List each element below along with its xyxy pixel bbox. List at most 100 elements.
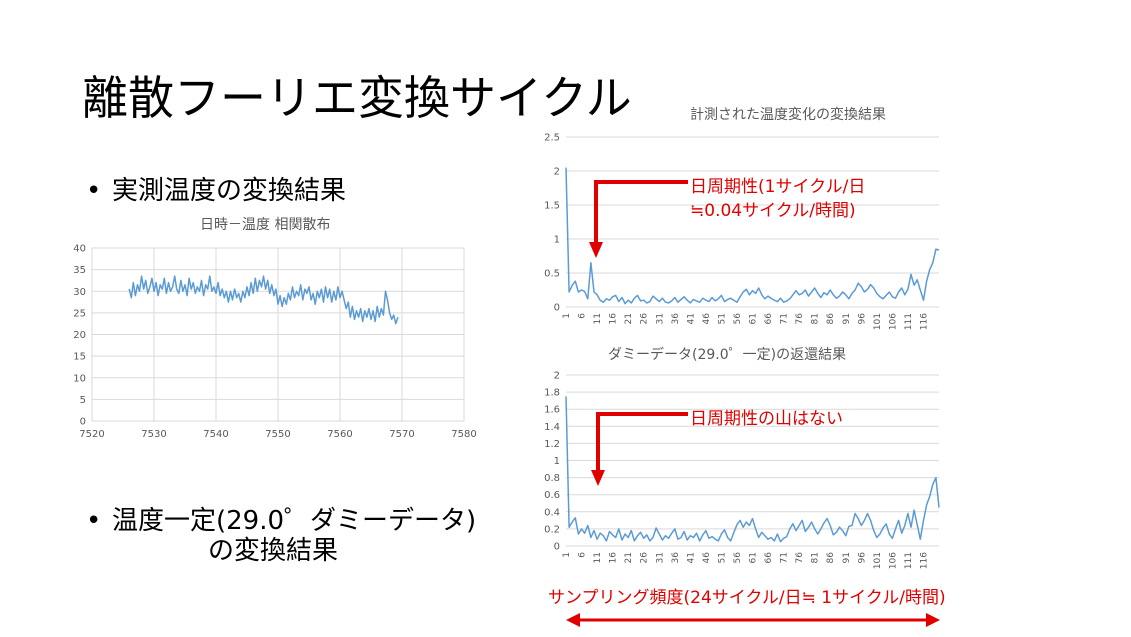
- x-tick-label: 96: [857, 313, 867, 325]
- series-line: [565, 396, 940, 543]
- top-annotation-arrow-head: [589, 242, 603, 258]
- y-tick-label: 0: [554, 303, 560, 314]
- bullet-text-2-line2: の変換結果: [208, 536, 339, 566]
- x-tick-label: 106: [888, 313, 898, 330]
- x-tick-label: 6: [578, 313, 588, 319]
- x-tick-label: 1: [562, 313, 572, 319]
- x-tick-label: 116: [919, 552, 929, 569]
- x-tick-label: 11: [593, 313, 603, 324]
- x-tick-label: 91: [842, 313, 852, 324]
- x-tick-label: 66: [764, 552, 774, 564]
- x-tick-label: 61: [749, 313, 759, 324]
- y-tick-label: 1: [554, 456, 560, 467]
- y-tick-label: 0.2: [544, 524, 560, 535]
- x-tick-label: 96: [857, 552, 867, 564]
- top-annotation-label-line2: ≒0.04サイクル/時間): [690, 201, 856, 221]
- x-tick-label: 66: [764, 313, 774, 325]
- bullet-dot-2: •: [86, 506, 102, 536]
- x-tick-label: 1: [562, 552, 572, 558]
- measured-dft-chart: 00.511.522.51 6 11 16 21 26 31 36 41 46 51 56 61 66 71…: [544, 133, 940, 330]
- x-tick-label: 76: [795, 552, 805, 564]
- x-tick-label: 81: [811, 313, 821, 324]
- measured-dft-chart-title: 計測された温度変化の変換結果: [690, 107, 886, 123]
- y-tick-label: 0.4: [544, 507, 560, 518]
- x-tick-label: 71: [780, 552, 790, 563]
- y-tick-label: 40: [73, 244, 86, 255]
- x-tick-label: 111: [904, 552, 914, 569]
- y-tick-label: 35: [73, 265, 86, 276]
- x-tick-label: 31: [655, 313, 665, 324]
- x-tick-label: 36: [671, 552, 681, 564]
- x-tick-label: 46: [702, 552, 712, 564]
- x-tick-label: 61: [749, 552, 759, 563]
- x-tick-label: 71: [780, 313, 790, 324]
- x-tick-label: 7520: [79, 429, 104, 440]
- x-tick-label: 7530: [141, 429, 166, 440]
- x-tick-label: 16: [609, 313, 619, 325]
- x-tick-label: 116: [919, 313, 929, 330]
- top-annotation-arrow-line: [594, 180, 688, 242]
- y-tick-label: 1.4: [544, 422, 560, 433]
- y-tick-label: 0.5: [544, 269, 560, 280]
- y-tick-label: 2: [554, 167, 560, 178]
- y-tick-label: 2: [554, 371, 560, 382]
- y-tick-label: 15: [73, 352, 86, 363]
- series-line: [565, 167, 940, 305]
- series-line: [128, 275, 399, 325]
- y-tick-label: 25: [73, 308, 86, 319]
- x-tick-label: 46: [702, 313, 712, 325]
- bullet-measured: • 実測温度の変換結果: [86, 170, 346, 207]
- y-tick-label: 1: [554, 235, 560, 246]
- bullet-dot-1: •: [86, 176, 102, 206]
- y-tick-label: 2.5: [544, 133, 560, 144]
- y-tick-label: 10: [73, 373, 86, 384]
- x-tick-label: 56: [733, 552, 743, 564]
- x-tick-label: 7550: [265, 429, 290, 440]
- slide-title: 離散フーリエ変換サイクル: [82, 71, 632, 125]
- x-tick-label: 41: [686, 313, 696, 324]
- x-tick-label: 36: [671, 313, 681, 325]
- x-tick-label: 7580: [451, 429, 476, 440]
- x-tick-label: 31: [655, 552, 665, 563]
- y-tick-label: 0: [554, 542, 560, 553]
- y-tick-label: 20: [73, 330, 86, 341]
- x-tick-label: 26: [640, 552, 650, 564]
- y-tick-label: 1.8: [544, 388, 560, 399]
- x-tick-label: 81: [811, 552, 821, 563]
- x-tick-label: 6: [578, 552, 588, 558]
- bottom-annotation-label: 日周期性の山はない: [690, 409, 843, 429]
- y-tick-label: 5: [80, 395, 86, 406]
- x-tick-label: 111: [904, 313, 914, 330]
- x-tick-label: 7560: [327, 429, 352, 440]
- scatter-chart-title: 日時－温度 相関散布: [200, 217, 331, 233]
- x-tick-label: 21: [624, 313, 634, 324]
- x-tick-label: 7540: [203, 429, 228, 440]
- y-tick-label: 0: [80, 417, 86, 428]
- x-tick-label: 51: [717, 552, 727, 563]
- y-tick-label: 0.6: [544, 490, 560, 501]
- x-tick-label: 51: [717, 313, 727, 324]
- x-tick-label: 26: [640, 313, 650, 325]
- bullet-text-2: 温度一定(29.0゜ダミーデータ): [112, 506, 477, 536]
- x-tick-label: 101: [873, 313, 883, 330]
- temperature-scatter-chart: 0 5 10 15 20 25 30 35 40 7520 7530 7540 7550 7560 7570…: [73, 244, 476, 441]
- x-tick-label: 86: [826, 552, 836, 564]
- bullet-text-1: 実測温度の変換結果: [112, 176, 347, 206]
- x-tick-label: 86: [826, 313, 836, 325]
- x-tick-label: 21: [624, 552, 634, 563]
- top-annotation-label-line1: 日周期性(1サイクル/日: [690, 177, 866, 197]
- sampling-frequency-label: サンプリング頻度(24サイクル/日≒ 1サイクル/時間): [548, 588, 946, 608]
- sampling-arrow-right-head: [926, 613, 940, 627]
- x-tick-label: 76: [795, 313, 805, 325]
- x-tick-label: 56: [733, 313, 743, 325]
- annotation-arrows: [566, 180, 940, 627]
- bullet-dummy: • 温度一定(29.0゜ダミーデータ): [86, 500, 476, 537]
- sampling-arrow-left-head: [566, 613, 580, 627]
- x-tick-label: 11: [593, 552, 603, 563]
- x-tick-label: 91: [842, 552, 852, 563]
- y-tick-label: 30: [73, 287, 86, 298]
- x-tick-label: 101: [873, 552, 883, 569]
- x-tick-label: 7570: [389, 429, 414, 440]
- dummy-dft-chart: 00.20.40.60.811.21.41.61.821 6 11 16 21 26 31 3…: [544, 371, 940, 569]
- bottom-annotation-arrow-head: [591, 470, 605, 486]
